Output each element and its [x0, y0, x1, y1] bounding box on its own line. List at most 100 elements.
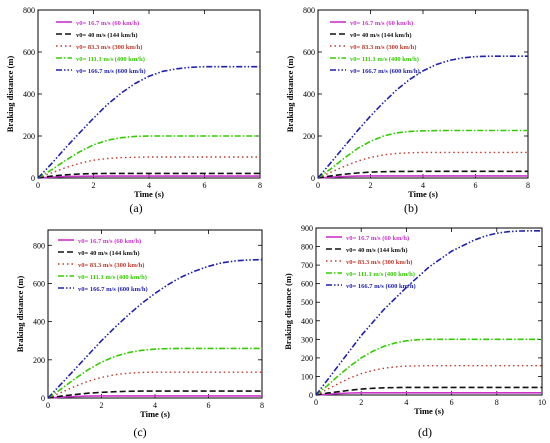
- x-axis-label: Time (s): [414, 406, 444, 416]
- x-axis-label: Time (s): [408, 189, 438, 199]
- plot-frame: [315, 227, 543, 396]
- x-tick-label: 4: [421, 181, 425, 190]
- x-tick-label: 4: [404, 398, 408, 407]
- series-line-5: [317, 55, 528, 179]
- y-tick-label: 200: [33, 356, 45, 365]
- x-tick-label: 6: [207, 401, 211, 410]
- legend-entry: v0= 16.7 m/s (60 km/h): [346, 235, 409, 242]
- y-tick-label: 0: [31, 174, 35, 183]
- y-tick-label: 800: [23, 6, 35, 15]
- legend-entry: v0= 166.7 m/s (600 km/h): [76, 68, 146, 75]
- x-tick-label: 2: [100, 401, 104, 410]
- y-tick-label: 800: [301, 243, 313, 252]
- y-axis-label: Braking distance (m): [5, 56, 15, 133]
- y-tick-label: 400: [33, 318, 45, 327]
- y-tick-label: 800: [303, 6, 315, 15]
- series-line-1: [47, 395, 262, 399]
- panel-label: (a): [129, 201, 142, 215]
- x-axis-label: Time (s): [140, 409, 170, 419]
- y-tick-label: 200: [23, 132, 35, 141]
- series-line-1: [317, 175, 528, 179]
- series-line-1: [37, 175, 260, 179]
- y-tick-label: 600: [23, 48, 35, 57]
- legend-entry: v0= 111.1 m/s (400 km/h): [78, 274, 147, 281]
- x-axis-label: Time (s): [134, 189, 164, 199]
- y-tick-label: 800: [33, 241, 45, 250]
- y-tick-label: 600: [33, 279, 45, 288]
- x-tick-label: 2: [359, 398, 363, 407]
- x-tick-label: 6: [450, 398, 454, 407]
- legend-entry: v0= 83.3 m/s (300 km/h): [78, 262, 144, 269]
- y-axis-label: Braking distance (m): [285, 56, 295, 133]
- y-tick-label: 200: [303, 132, 315, 141]
- x-tick-label: 8: [526, 181, 530, 190]
- series-line-4: [317, 129, 528, 179]
- x-tick-label: 4: [153, 401, 157, 410]
- y-tick-label: 300: [301, 335, 313, 344]
- series-line-4: [37, 135, 260, 179]
- y-tick-label: 400: [303, 90, 315, 99]
- legend-entry: v0= 166.7 m/s (600 km/h): [350, 68, 420, 75]
- x-tick-label: 4: [147, 181, 151, 190]
- x-tick-label: 8: [495, 398, 499, 407]
- y-tick-label: 500: [301, 298, 313, 307]
- y-tick-label: 0: [311, 174, 315, 183]
- series-line-3: [37, 156, 260, 179]
- x-tick-label: 8: [260, 401, 264, 410]
- y-axis-label: Braking distance (m): [15, 276, 25, 353]
- legend: v0= 16.7 m/s (60 km/h) v0= 40 m/s (144 km…: [58, 238, 148, 293]
- legend-entry: v0= 40 m/s (144 km/h): [350, 32, 411, 39]
- x-tick-label: 6: [203, 181, 207, 190]
- series-line-2: [317, 170, 528, 179]
- legend-entry: v0= 40 m/s (144 km/h): [346, 247, 407, 254]
- legend-entry: v0= 111.1 m/s (400 km/h): [350, 56, 419, 63]
- panel-label: (d): [418, 425, 432, 439]
- legend-entry: v0= 83.3 m/s (300 km/h): [350, 44, 416, 51]
- series-line-2: [47, 390, 262, 399]
- legend-entry: v0= 16.7 m/s (60 km/h): [350, 20, 413, 27]
- legend-entry: v0= 40 m/s (144 km/h): [76, 32, 137, 39]
- series-line-5: [315, 230, 542, 396]
- series-line-2: [315, 386, 542, 396]
- y-tick-label: 400: [23, 90, 35, 99]
- legend-entry: v0= 83.3 m/s (300 km/h): [76, 44, 142, 51]
- y-tick-label: 0: [41, 394, 45, 403]
- x-tick-label: 0: [36, 181, 40, 190]
- series-line-4: [47, 347, 262, 399]
- y-axis-label: Braking distance (m): [283, 273, 293, 350]
- y-tick-label: 600: [303, 48, 315, 57]
- series-line-2: [37, 172, 260, 179]
- panel-label: (c): [133, 425, 146, 439]
- series-line-3: [315, 365, 542, 396]
- plot-frame: [37, 9, 261, 179]
- legend-entry: v0= 40 m/s (144 km/h): [78, 250, 139, 257]
- x-tick-label: 2: [369, 181, 373, 190]
- series-line-5: [47, 258, 263, 399]
- chart-panel-1: 0 2 4 6 8 0 200 400 600 800 Time (s) Braking distan…: [5, 6, 262, 215]
- series-line-5: [37, 65, 260, 179]
- x-tick-label: 10: [538, 398, 546, 407]
- legend-entry: v0= 83.3 m/s (300 km/h): [346, 259, 412, 266]
- chart-panel-3: 0 2 4 6 8 0 200 400 600 800 Time (s) Braking distan…: [15, 229, 264, 439]
- legend-entry: v0= 166.7 m/s (600 km/h): [78, 286, 148, 293]
- legend: v0= 16.7 m/s (60 km/h) v0= 40 m/s (144 km…: [326, 235, 416, 290]
- x-tick-label: 6: [474, 181, 478, 190]
- legend-entry: v0= 111.1 m/s (400 km/h): [76, 56, 145, 63]
- y-tick-label: 200: [301, 354, 313, 363]
- x-tick-label: 8: [258, 181, 262, 190]
- series-line-1: [315, 391, 542, 396]
- legend-entry: v0= 111.1 m/s (400 km/h): [346, 271, 415, 278]
- x-tick-label: 2: [92, 181, 96, 190]
- y-tick-label: 900: [301, 224, 313, 233]
- x-tick-label: 0: [46, 401, 50, 410]
- legend-entry: v0= 16.7 m/s (60 km/h): [78, 238, 141, 245]
- legend-entry: v0= 166.7 m/s (600 km/h): [346, 283, 416, 290]
- y-tick-label: 400: [301, 317, 313, 326]
- panel-label: (b): [404, 201, 418, 215]
- legend: v0= 16.7 m/s (60 km/h) v0= 40 m/s (144 km…: [330, 20, 420, 75]
- x-tick-label: 0: [316, 181, 320, 190]
- y-tick-label: 600: [301, 280, 313, 289]
- legend-entry: v0= 16.7 m/s (60 km/h): [76, 20, 139, 27]
- series-line-4: [315, 338, 542, 396]
